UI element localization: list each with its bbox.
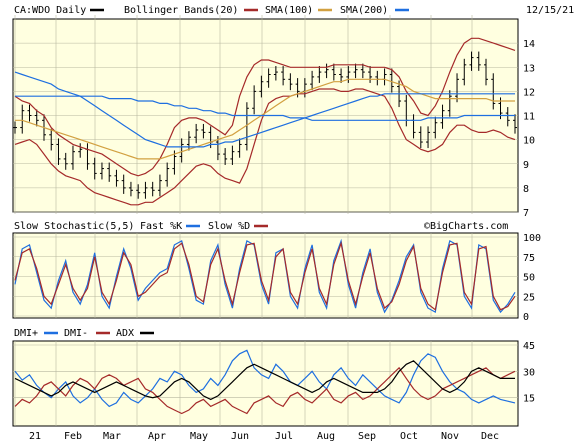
chart-date: 12/15/21	[526, 5, 574, 16]
x-tick-label: 21	[29, 431, 41, 442]
stoch-grid	[13, 233, 518, 318]
y-tick-label: 8	[523, 184, 529, 195]
adx-line	[14, 360, 515, 401]
stoch-title: Slow Stochastic(5,5)	[14, 221, 134, 232]
x-tick-label: Jun	[231, 431, 249, 442]
x-tick-label: Apr	[148, 431, 166, 442]
dmi-minus-label: DMI-	[64, 328, 88, 339]
stoch-y-axis: 0 25 50 75 100	[523, 233, 541, 323]
stoch-legend: Slow Stochastic(5,5) Fast %K Slow %D ©Bi…	[14, 221, 508, 232]
y-tick-label: 13	[523, 63, 535, 74]
y-tick-label: 75	[523, 253, 535, 264]
y-tick-label: 100	[523, 233, 541, 244]
x-tick-label: Oct	[400, 431, 418, 442]
y-tick-label: 45	[523, 341, 535, 352]
price-grid	[13, 15, 518, 214]
sma100-label: SMA(100)	[265, 5, 313, 16]
watermark: ©BigCharts.com	[424, 221, 508, 232]
price-legend: CA:WDO Daily Bollinger Bands(20) SMA(100…	[14, 5, 574, 16]
y-tick-label: 11	[523, 112, 535, 123]
bollinger-bands-20-upper-line	[14, 37, 516, 177]
dmi-legend: DMI+ DMI- ADX	[14, 328, 154, 339]
x-axis: 21 Feb Mar Apr May Jun Jul Aug Sep Oct Nov Dec	[29, 431, 499, 442]
y-tick-label: 10	[523, 136, 535, 147]
x-tick-label: Mar	[103, 431, 121, 442]
y-tick-label: 9	[523, 160, 529, 171]
x-tick-label: May	[190, 431, 208, 442]
x-tick-label: Jul	[275, 431, 293, 442]
blue-moving-average-line	[15, 95, 515, 121]
x-tick-label: Aug	[317, 431, 335, 442]
price-lines	[13, 37, 517, 206]
symbol-label: CA:WDO Daily	[14, 5, 86, 16]
y-tick-label: 15	[523, 394, 535, 405]
stoch-fast-label: Fast %K	[140, 221, 182, 232]
price-y-axis: 7 8 9 10 11 12 13 14	[523, 39, 535, 219]
y-tick-label: 14	[523, 39, 535, 50]
sma200-label: SMA(200)	[340, 5, 388, 16]
x-tick-label: Nov	[441, 431, 459, 442]
dmi-lines	[14, 349, 516, 415]
x-tick-label: Dec	[481, 431, 499, 442]
dmi-panel	[12, 340, 519, 427]
stoch-panel	[12, 232, 519, 319]
y-tick-label: 7	[523, 208, 529, 219]
dmi-plus-label: DMI+	[14, 328, 38, 339]
dmi-y-axis: 15 30 45	[523, 341, 535, 405]
stoch-slow-label: Slow %D	[208, 221, 250, 232]
x-tick-label: Feb	[64, 431, 82, 442]
y-tick-label: 50	[523, 273, 535, 284]
y-tick-label: 12	[523, 87, 535, 98]
y-tick-label: 30	[523, 367, 535, 378]
y-tick-label: 0	[523, 312, 529, 323]
adx-label: ADX	[116, 328, 134, 339]
x-tick-label: Sep	[358, 431, 376, 442]
bollinger-label: Bollinger Bands(20)	[124, 5, 238, 16]
y-tick-label: 25	[523, 292, 535, 303]
dmi-line	[14, 349, 516, 408]
bollinger-bands-20-lower-line	[14, 88, 516, 206]
slow-d-line	[14, 240, 516, 311]
sma-100-line	[15, 78, 515, 160]
stoch-lines	[14, 238, 516, 314]
dmi-line	[14, 366, 516, 415]
sma-200-line	[14, 71, 515, 148]
